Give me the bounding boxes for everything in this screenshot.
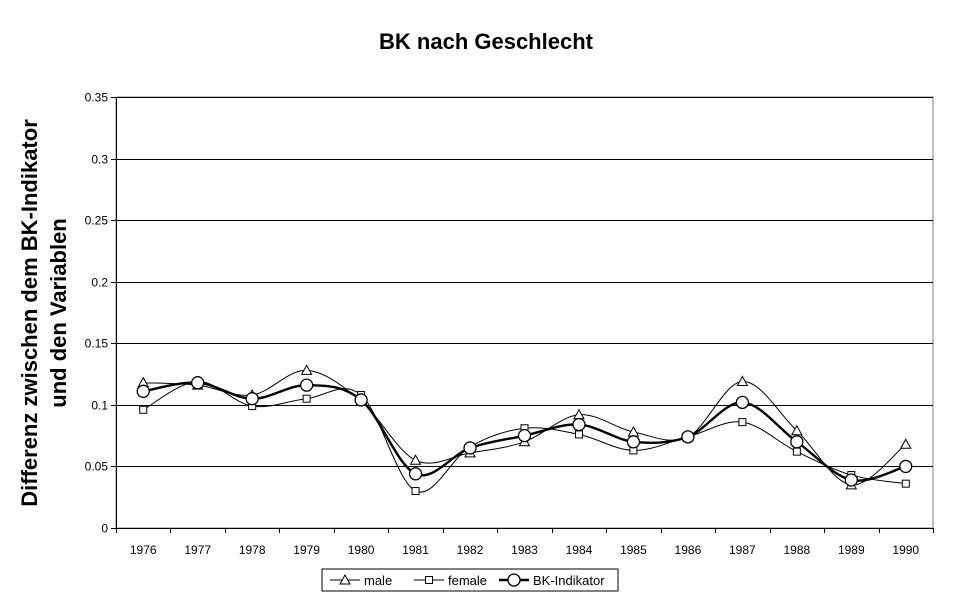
y-tick-label: 0 bbox=[101, 522, 108, 536]
legend-label-bk-indikator: BK-Indikator bbox=[533, 573, 605, 588]
data-point-bk-indikator bbox=[191, 376, 205, 390]
x-tick-label: 1981 bbox=[402, 543, 429, 557]
legend-box bbox=[321, 568, 619, 592]
series-line-female bbox=[143, 380, 906, 493]
data-point-bk-indikator bbox=[245, 392, 259, 406]
data-point-bk-indikator bbox=[354, 393, 368, 407]
data-point-bk-indikator bbox=[626, 435, 641, 449]
data-point-male bbox=[300, 364, 313, 375]
legend-marker-female bbox=[425, 576, 433, 584]
x-tick-label: 1977 bbox=[184, 543, 211, 557]
plot-area: 0 0.05 0.1 0.15 0.2 0.25 0.3 0.35 1976 1977 1978 19… bbox=[85, 91, 934, 557]
data-point-male bbox=[409, 454, 422, 465]
data-point-bk-indikator bbox=[408, 467, 423, 481]
x-tick-label: 1986 bbox=[675, 543, 702, 557]
data-point-female bbox=[574, 430, 583, 439]
data-point-bk-indikator bbox=[517, 428, 532, 443]
data-point-bk-indikator bbox=[136, 384, 150, 398]
data-point-bk-indikator bbox=[899, 459, 913, 474]
legend: male female BK-Indikator bbox=[321, 568, 619, 592]
y-axis-label-line-1: Differenz zwischen dem BK-Indikator bbox=[17, 119, 42, 507]
chart-title: BK nach Geschlecht bbox=[379, 29, 594, 54]
y-tick-label: 0.1 bbox=[91, 399, 108, 413]
data-point-female bbox=[302, 394, 311, 403]
x-tick-label: 1980 bbox=[348, 543, 375, 557]
y-tick-label: 0.05 bbox=[85, 460, 109, 474]
y-tick-label: 0.3 bbox=[91, 153, 108, 167]
y-tick-label: 0.15 bbox=[85, 337, 109, 351]
data-point-bk-indikator bbox=[681, 430, 695, 444]
data-point-female bbox=[411, 487, 420, 496]
legend-label-female: female bbox=[448, 573, 487, 588]
y-axis-label-line-2: und den Variablen bbox=[46, 218, 71, 407]
x-tick-label: 1976 bbox=[130, 543, 157, 557]
plot-background bbox=[115, 96, 934, 529]
legend-marker-bk-indikator bbox=[507, 573, 521, 587]
x-tick-label: 1988 bbox=[783, 543, 810, 557]
x-tick-label: 1989 bbox=[838, 543, 865, 557]
y-tick-label: 0.2 bbox=[91, 276, 108, 290]
series-bk-indikator bbox=[136, 376, 913, 487]
data-point-bk-indikator bbox=[844, 473, 858, 487]
data-point-bk-indikator bbox=[299, 378, 314, 392]
x-tick-label: 1984 bbox=[566, 543, 593, 557]
data-point-female bbox=[738, 418, 747, 427]
x-tick-label: 1990 bbox=[892, 543, 919, 557]
legend-marker-male bbox=[339, 573, 351, 585]
y-tick-label: 0.25 bbox=[85, 214, 109, 228]
x-tick-label: 1983 bbox=[511, 543, 538, 557]
x-tick-label: 1985 bbox=[620, 543, 647, 557]
x-tick-label: 1979 bbox=[293, 543, 320, 557]
legend-label-male: male bbox=[364, 573, 392, 588]
data-point-bk-indikator bbox=[735, 395, 750, 410]
x-tick-label: 1982 bbox=[457, 543, 484, 557]
data-point-male bbox=[736, 375, 749, 386]
data-point-female bbox=[139, 405, 148, 414]
data-point-female bbox=[901, 479, 910, 488]
x-tick-label: 1978 bbox=[239, 543, 266, 557]
data-point-bk-indikator bbox=[463, 441, 477, 455]
y-tick-label: 0.35 bbox=[85, 91, 109, 105]
data-point-male bbox=[899, 438, 912, 449]
data-point-bk-indikator bbox=[790, 435, 804, 449]
data-point-bk-indikator bbox=[572, 417, 586, 432]
data-point-male bbox=[790, 424, 803, 436]
data-point-female bbox=[792, 447, 801, 456]
x-tick-label: 1987 bbox=[729, 543, 756, 557]
